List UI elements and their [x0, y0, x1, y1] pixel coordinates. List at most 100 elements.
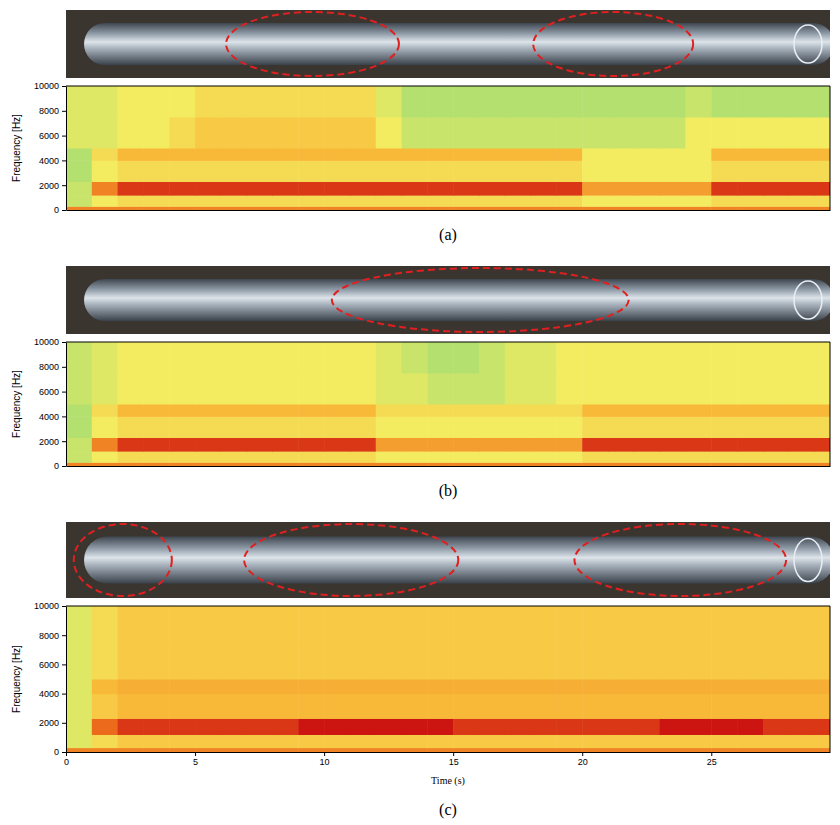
heatmap-cell [479, 206, 505, 210]
y-tick-label: 6000 [39, 660, 59, 670]
y-tick-mark [62, 342, 66, 343]
defect-region [533, 12, 693, 76]
heatmap-cell [556, 416, 582, 438]
heatmap-cell [479, 462, 505, 466]
x-tick-mark [582, 752, 583, 756]
heatmap-cell [92, 148, 118, 161]
y-tick-mark [62, 185, 66, 186]
weld-crater [794, 281, 822, 319]
heatmap-cell [815, 748, 830, 752]
heatmap-cell [376, 181, 402, 195]
heatmap-cell [247, 679, 273, 694]
heatmap-cell [815, 373, 830, 405]
heatmap-cell [556, 462, 582, 466]
heatmap-cell [763, 718, 789, 735]
heatmap-cell [376, 606, 402, 643]
heatmap-cell [427, 373, 453, 405]
y-axis: 0200040006000800010000 [34, 81, 67, 215]
y-tick-label: 4000 [39, 689, 59, 699]
heatmap-cell [221, 451, 247, 463]
heatmap-cell [634, 694, 660, 719]
heatmap-cell [66, 694, 92, 719]
heatmap-cell [247, 181, 273, 195]
heatmap-cell [582, 160, 608, 182]
heatmap-cell [350, 195, 376, 207]
heatmap-cell [711, 373, 737, 405]
y-tick-label: 2000 [39, 181, 59, 191]
heatmap-cell [92, 160, 118, 182]
heatmap-cell [195, 373, 221, 405]
heatmap-cell [427, 718, 453, 735]
heatmap-cell [608, 148, 634, 161]
heatmap-cell [66, 206, 92, 210]
heatmap-cell [711, 606, 737, 643]
heatmap-cell [324, 694, 350, 719]
heatmap-cell [169, 148, 195, 161]
heatmap-cell [634, 416, 660, 438]
heatmap-cell [815, 734, 830, 748]
heatmap-cell [195, 718, 221, 735]
y-axis-line [66, 87, 67, 211]
heatmap-cell [427, 117, 453, 149]
heatmap-cell [789, 643, 815, 680]
heatmap-cell [505, 404, 531, 417]
heatmap-cell [169, 181, 195, 195]
heatmap-cell [427, 206, 453, 210]
heatmap-cell [660, 86, 686, 118]
heatmap-cell [531, 148, 557, 161]
heatmap-cell [505, 86, 531, 118]
heatmap-cell [634, 451, 660, 463]
heatmap-cell [221, 117, 247, 149]
heatmap-cell [427, 748, 453, 752]
y-tick-label: 2000 [39, 437, 59, 447]
heatmap-cell [66, 86, 92, 118]
heatmap-cell [118, 748, 144, 752]
heatmap-cell [608, 373, 634, 405]
heatmap-cell [143, 404, 169, 417]
heatmap-cell [376, 117, 402, 149]
heatmap-cell [505, 451, 531, 463]
heatmap-cell [350, 342, 376, 374]
heatmap-cell [634, 404, 660, 417]
heatmap-cell [479, 437, 505, 451]
heatmap-cell [324, 437, 350, 451]
heatmap-cell [660, 373, 686, 405]
heatmap-cell [272, 748, 298, 752]
heatmap-cell [685, 160, 711, 182]
heatmap-cell [402, 462, 428, 466]
heatmap-cell [143, 373, 169, 405]
heatmap-cell [427, 643, 453, 680]
panel: 0200040006000800010000Frequency [Hz](a) [11, 10, 840, 244]
heatmap-cell [324, 373, 350, 405]
heatmap-cell [221, 748, 247, 752]
heatmap-cell [427, 437, 453, 451]
heatmap-cell [789, 437, 815, 451]
heatmap-cell [402, 181, 428, 195]
heatmap-cell [376, 195, 402, 207]
heatmap-cell [169, 643, 195, 680]
heatmap-cell [247, 643, 273, 680]
heatmap-cell [169, 437, 195, 451]
heatmap-cell [376, 718, 402, 735]
heatmap-cell [660, 181, 686, 195]
heatmap-cell [789, 373, 815, 405]
heatmap-cell [453, 606, 479, 643]
heatmap-cell [169, 206, 195, 210]
heatmap-cell [453, 734, 479, 748]
heatmap-cell [763, 734, 789, 748]
heatmap-cell [350, 206, 376, 210]
heatmap-cell [272, 462, 298, 466]
y-tick-label: 2000 [39, 718, 59, 728]
heatmap-cell [582, 373, 608, 405]
heatmap-cell [815, 643, 830, 680]
heatmap-cell [298, 404, 324, 417]
heatmap-cell [453, 117, 479, 149]
heatmap-cell [815, 181, 830, 195]
heatmap-cell [453, 437, 479, 451]
heatmap-cell [402, 748, 428, 752]
plot-frame [66, 606, 830, 752]
heatmap-cell [505, 117, 531, 149]
heatmap-cell [350, 86, 376, 118]
y-tick: 4000 [39, 689, 66, 699]
heatmap-cell [92, 694, 118, 719]
